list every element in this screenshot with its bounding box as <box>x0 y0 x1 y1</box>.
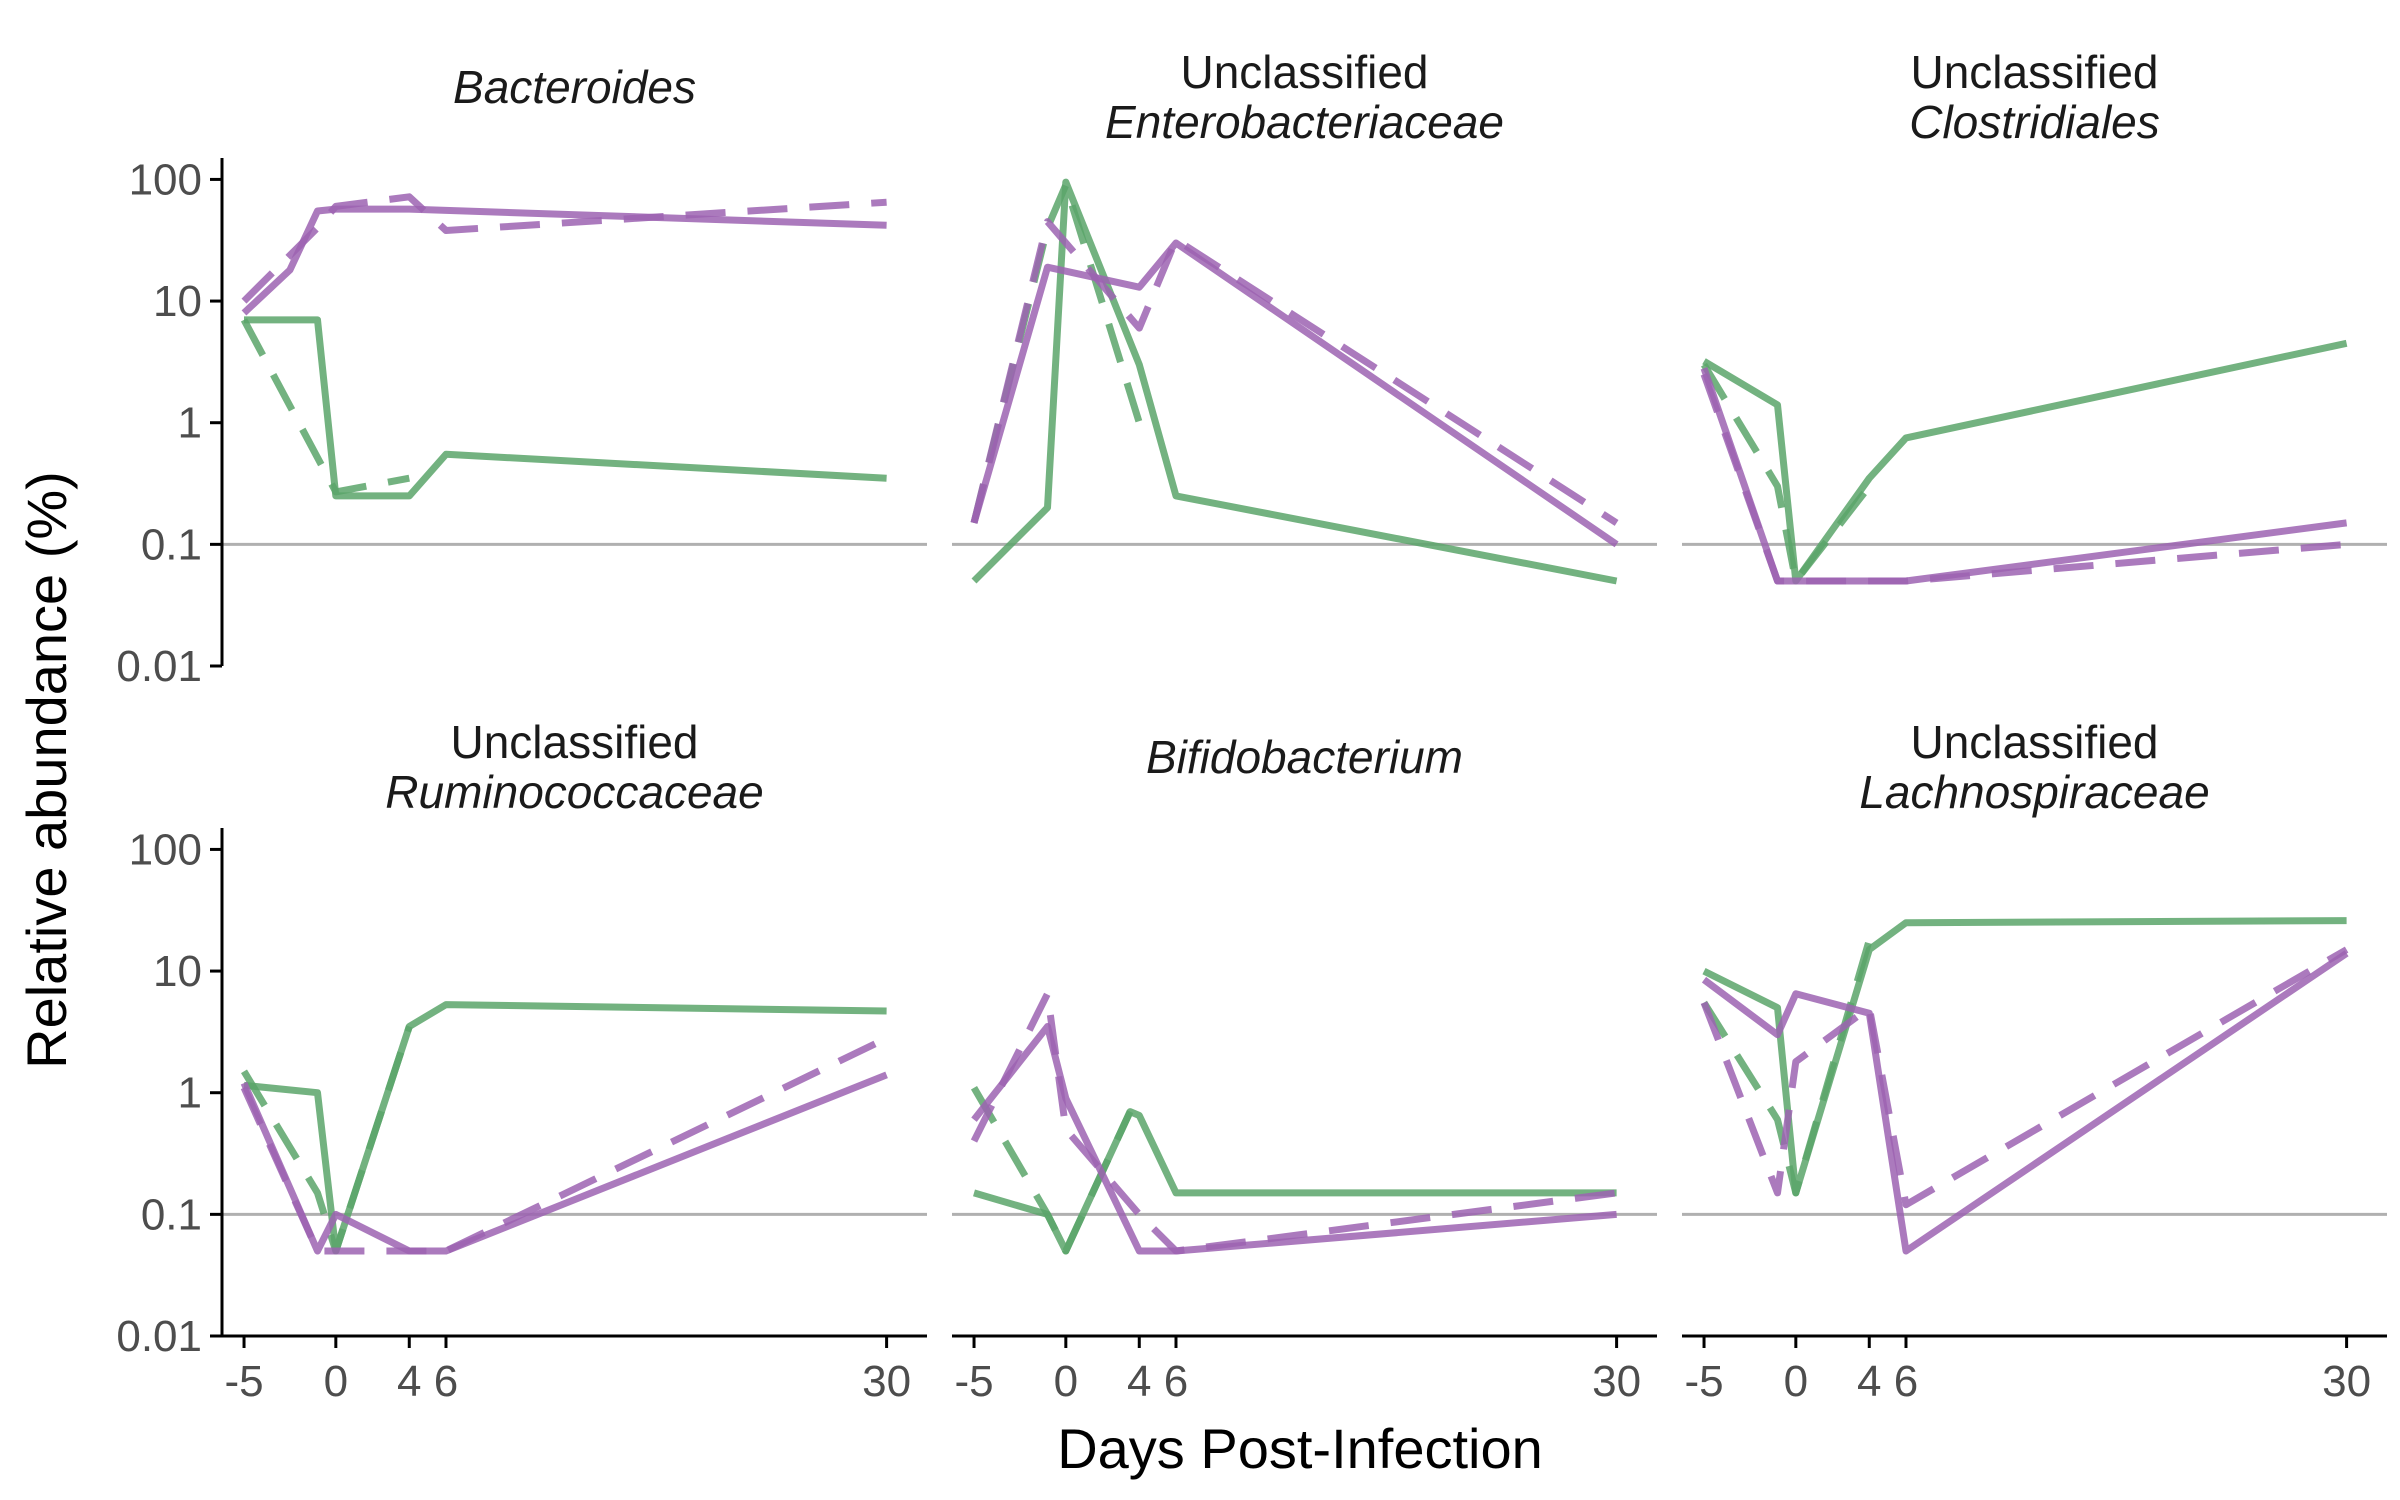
series-line <box>1701 939 1873 1197</box>
panel-title-line2: Bacteroides <box>453 61 696 113</box>
x-tick-label: 0 <box>1784 1357 1808 1406</box>
series-line <box>241 193 887 304</box>
series-line <box>970 218 1619 526</box>
panel-title-line1: Unclassified <box>451 716 699 768</box>
series-line <box>971 1023 1617 1255</box>
y-tick-label: 1 <box>178 399 202 448</box>
series-line <box>1701 950 2349 1255</box>
y-tick-label: 100 <box>129 155 202 204</box>
x-tick-label: 4 <box>1857 1357 1881 1406</box>
y-tick-label: 10 <box>153 277 202 326</box>
panel-title-line2: Enterobacteriaceae <box>1105 96 1504 148</box>
series-line <box>970 1085 1134 1255</box>
y-axis-title: Relative abundance (%) <box>15 471 78 1069</box>
x-tick-label: 30 <box>862 1357 911 1406</box>
x-tick-label: -5 <box>954 1357 993 1406</box>
series-line <box>240 1035 889 1255</box>
series-line <box>240 318 410 496</box>
series-line <box>1702 339 2348 585</box>
x-axis-title: Days Post-Infection <box>1057 1417 1543 1480</box>
panel-title-line1: Unclassified <box>1911 716 2159 768</box>
x-tick-label: 30 <box>1592 1357 1641 1406</box>
panel-title-line2: Bifidobacterium <box>1146 731 1463 783</box>
x-tick-label: 0 <box>324 1357 348 1406</box>
series-line <box>244 316 887 500</box>
x-tick-label: 6 <box>1894 1357 1918 1406</box>
series-line <box>241 1025 413 1255</box>
series-line <box>1700 946 2349 1209</box>
y-tick-label: 10 <box>153 947 202 996</box>
y-tick-label: 0.1 <box>141 1190 202 1239</box>
series-line <box>1701 362 1873 585</box>
x-tick-label: -5 <box>224 1357 263 1406</box>
y-tick-label: 0.01 <box>116 1312 202 1361</box>
x-tick-label: -5 <box>1684 1357 1723 1406</box>
y-tick-label: 0.1 <box>141 520 202 569</box>
series-line <box>973 1108 1617 1255</box>
panel-title-line1: Unclassified <box>1181 46 1429 98</box>
panel-title-line2: Ruminococcaceae <box>385 766 763 818</box>
y-tick-label: 1 <box>178 1069 202 1118</box>
y-tick-label: 100 <box>129 825 202 874</box>
panel-title-line2: Clostridiales <box>1909 96 2160 148</box>
panel-title-line1: Unclassified <box>1911 46 2159 98</box>
y-tick-label: 0.01 <box>116 642 202 691</box>
facet-panel: Bifidobacterium -5 0 4 6 30 <box>952 731 1657 1406</box>
panel-grid: Bacteroides0.010.1110100UnclassifiedEnte… <box>116 46 2387 1406</box>
x-tick-label: 4 <box>397 1357 421 1406</box>
series-line <box>241 205 887 316</box>
x-tick-label: 4 <box>1127 1357 1151 1406</box>
x-tick-label: 0 <box>1054 1357 1078 1406</box>
facet-panel: Bacteroides 0.01 0.1 1 10 100 <box>116 61 927 691</box>
panel-title-line2: Lachnospiraceae <box>1859 766 2209 818</box>
series-line <box>970 239 1619 548</box>
x-tick-label: 6 <box>434 1357 458 1406</box>
series-line <box>970 990 1618 1255</box>
series-line <box>240 1071 888 1255</box>
x-tick-label: 30 <box>2322 1357 2371 1406</box>
series-line <box>1700 373 2347 585</box>
x-tick-label: 6 <box>1164 1357 1188 1406</box>
series-line <box>971 178 1618 585</box>
